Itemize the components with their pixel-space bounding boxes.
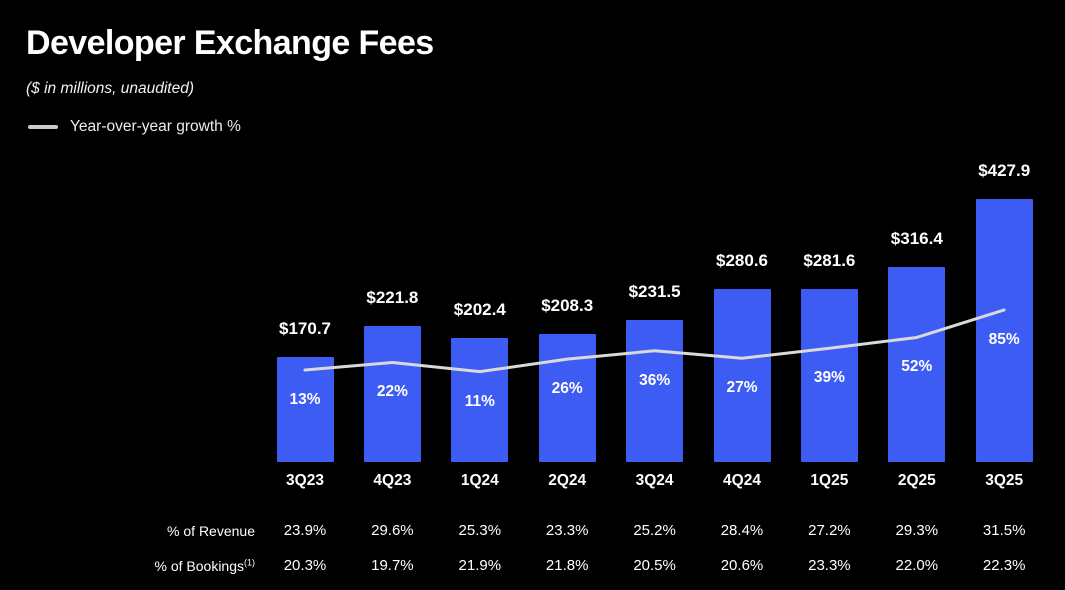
growth-point-label: 85% <box>988 330 1020 348</box>
revenue-pct-cell: 31.5% <box>982 522 1026 539</box>
revenue-pct-cell: 23.3% <box>545 522 589 539</box>
table-row-label-revenue: % of Revenue <box>167 523 255 539</box>
bar-value-label: $170.7 <box>279 319 331 339</box>
bar-value-label: $427.9 <box>978 160 1031 180</box>
bar-value-label: $316.4 <box>890 229 943 249</box>
bookings-pct-cell: 21.8% <box>545 557 589 574</box>
bookings-pct-cell: 20.3% <box>283 557 327 574</box>
x-axis-label: 4Q23 <box>373 472 412 489</box>
legend: Year-over-year growth % <box>28 118 241 136</box>
revenue-pct-cell: 23.9% <box>283 522 327 539</box>
revenue-pct-cell: 29.3% <box>895 522 939 539</box>
bookings-pct-cell: 20.5% <box>633 557 676 574</box>
footnote-marker: (1) <box>244 557 255 568</box>
growth-point-label: 39% <box>813 369 845 387</box>
growth-point-label: 13% <box>289 390 321 408</box>
page-title: Developer Exchange Fees <box>26 24 434 62</box>
bar <box>626 319 684 462</box>
x-axis-label: 4Q24 <box>723 472 761 489</box>
x-axis-label: 1Q25 <box>810 472 849 489</box>
growth-point-label: 52% <box>901 358 933 376</box>
subtitle-units-note: ($ in millions, unaudited) <box>26 80 195 97</box>
growth-point-label: 22% <box>376 383 408 401</box>
legend-label: Year-over-year growth % <box>70 118 241 135</box>
x-axis-label: 3Q25 <box>985 472 1024 489</box>
growth-point-label: 36% <box>639 371 671 389</box>
bookings-pct-cell: 22.3% <box>982 557 1026 574</box>
x-axis-label: 1Q24 <box>460 472 499 489</box>
bar-value-label: $280.6 <box>716 251 768 271</box>
growth-point-label: 27% <box>726 379 758 397</box>
revenue-pct-cell: 28.4% <box>720 522 764 539</box>
revenue-pct-cell: 27.2% <box>808 522 851 539</box>
bookings-pct-cell: 22.0% <box>895 557 939 574</box>
revenue-pct-cell: 25.3% <box>458 522 502 539</box>
bookings-pct-cell: 20.6% <box>720 557 764 574</box>
x-axis-label: 2Q24 <box>548 472 587 489</box>
x-axis-label: 3Q23 <box>286 472 324 489</box>
bookings-pct-cell: 19.7% <box>371 557 414 574</box>
bar <box>276 357 334 462</box>
bar-value-label: $231.5 <box>628 281 681 301</box>
bar-value-label: $221.8 <box>366 287 419 307</box>
bar-value-label: $281.6 <box>803 250 856 270</box>
x-axis-label: 2Q25 <box>897 472 936 489</box>
bookings-pct-cell: 21.9% <box>458 557 502 574</box>
bar <box>713 289 771 462</box>
yoy-growth-line-swatch-icon <box>28 125 58 129</box>
table-row-label-bookings: % of Bookings(1) <box>154 557 256 574</box>
x-axis-label: 3Q24 <box>635 472 674 489</box>
growth-point-label: 11% <box>464 392 495 410</box>
bookings-pct-cell: 23.3% <box>808 557 851 574</box>
revenue-pct-cell: 29.6% <box>371 522 414 539</box>
growth-point-label: 26% <box>551 380 583 398</box>
revenue-pct-cell: 25.2% <box>633 522 676 539</box>
